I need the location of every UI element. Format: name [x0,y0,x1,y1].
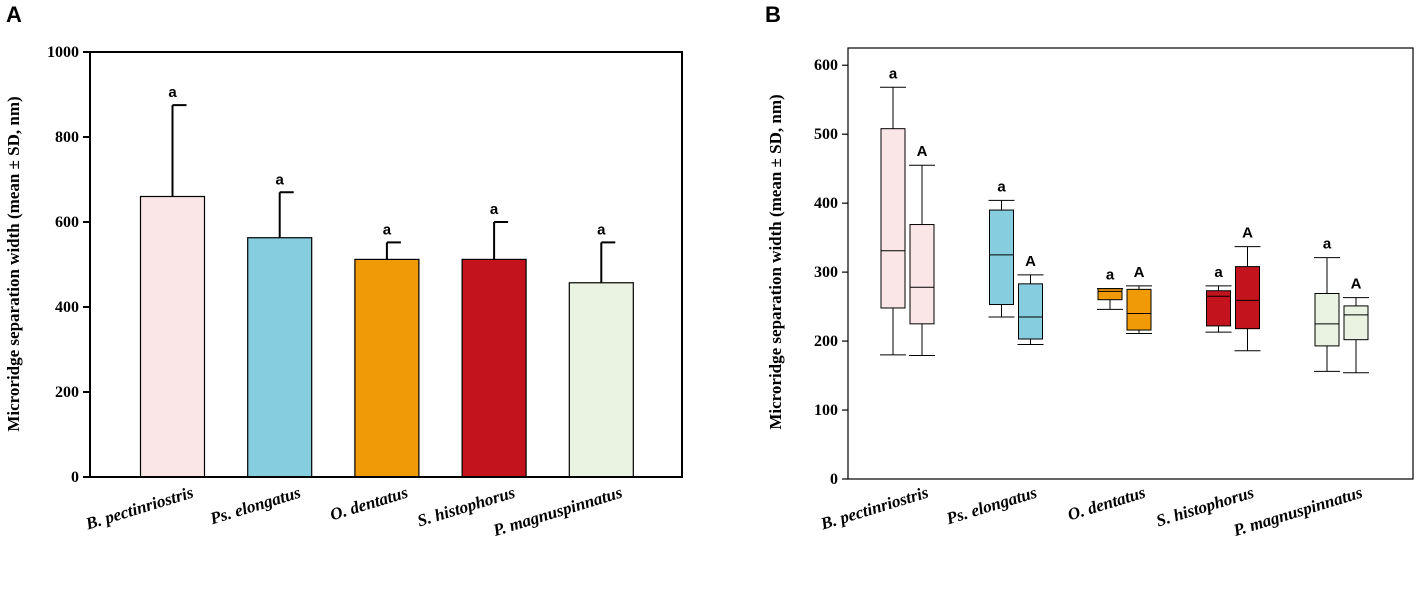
b-y-tick-label: 300 [814,264,838,281]
b-significance-label: A [1351,276,1362,293]
b-significance-label: a [889,65,898,82]
b-significance-label: a [1106,267,1115,284]
b-box [1343,305,1369,341]
a-significance-label: a [597,221,606,238]
panel-a-plot-frame [89,51,683,478]
a-bar [568,282,634,478]
a-y-tick-label: 400 [55,299,79,316]
panel-a: A a a a a a 0 200 400 600 800 1000 B. pectinriost… [4,2,683,540]
b-box [1126,288,1152,331]
b-box [1097,288,1123,301]
a-y-tick-label: 0 [71,469,79,486]
b-y-tick-label: 600 [814,57,838,74]
a-category-label: O. dentatus [328,483,411,525]
a-y-tick-label: 1000 [47,44,79,61]
a-bar [461,258,527,478]
a-significance-label: a [168,84,177,101]
panel-b-label: B [765,2,781,27]
b-category-label: B. pectinriostris [818,483,931,534]
b-box [909,224,935,325]
b-significance-label: A [1242,225,1253,242]
panel-b-y-axis-title: Microridge separation width (mean ± SD, … [766,94,785,429]
b-y-tick-label: 500 [814,126,838,143]
a-bar [247,237,313,478]
a-y-tick-label: 600 [55,214,79,231]
b-significance-label: A [1025,253,1036,270]
panel-a-label: A [6,2,22,27]
b-y-tick-label: 100 [814,402,838,419]
b-box [1018,283,1043,340]
b-box [1235,266,1260,330]
a-significance-label: a [490,201,499,218]
b-box [1314,292,1340,347]
b-significance-label: a [1214,264,1223,281]
a-significance-label: a [383,221,392,238]
b-y-tick-label: 0 [830,471,838,488]
b-significance-label: a [1323,236,1332,253]
panel-b-plot-frame [847,47,1414,480]
panel-a-y-axis-title: Microridge separation width (mean ± SD, … [4,96,23,431]
a-category-label: Ps. elongatus [207,483,303,529]
a-significance-label: a [276,171,285,188]
a-y-tick-label: 800 [55,129,79,146]
b-box [880,128,906,309]
b-significance-label: A [1134,264,1145,281]
b-y-tick-label: 400 [814,195,838,212]
a-y-tick-label: 200 [55,384,79,401]
b-significance-label: a [997,178,1006,195]
a-category-label: B. pectinriostris [83,483,196,534]
b-category-label: O. dentatus [1065,483,1148,525]
b-box [989,209,1014,306]
b-category-label: Ps. elongatus [943,483,1039,529]
b-significance-label: A [917,143,928,160]
a-bar [139,195,206,478]
b-y-tick-label: 200 [814,333,838,350]
a-bar [354,258,420,478]
